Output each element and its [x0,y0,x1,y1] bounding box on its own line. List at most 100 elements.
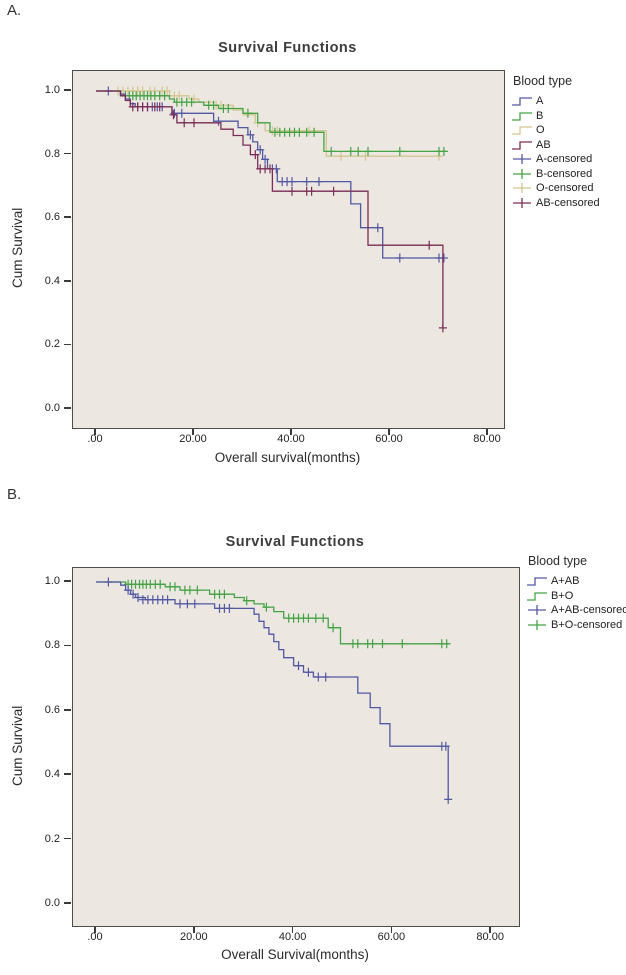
step-line-icon [512,141,532,150]
x-tick-label: 60.00 [375,433,403,445]
censor-cross-icon [528,619,546,630]
legend-item: B [511,109,600,124]
legend-item-label: B-censored [536,167,593,180]
legend-item-label: AB [536,138,551,151]
legend-item: AB-censored [511,196,600,211]
censored-marks-a [104,86,448,263]
legend-item-label: A+AB [551,575,580,588]
censored-marks-b [121,91,448,156]
y-tick-mark [63,89,71,91]
y-tick-label: 0.4 [44,768,60,781]
legend-item: A-censored [511,152,600,167]
censored-marks-a-ab [104,577,453,804]
legend-item-label: O [536,124,545,137]
y-tick-label: 0.2 [44,338,60,351]
legend-item: A+AB-censored [526,603,626,618]
legend-item: B-censored [511,167,600,182]
y-tick-mark [63,407,71,409]
y-tick-label: 0.0 [44,897,60,909]
x-tick-mark [388,428,390,435]
legend-item-label: B+O [551,589,574,602]
legend-a: Blood type A B O AB A-censored B-censored O-ce… [511,74,600,210]
legend-title-b: Blood type [528,554,588,568]
censor-cross-icon [528,605,546,616]
y-tick-mark [63,343,71,346]
survival-curves-svg-a [96,86,448,333]
y-tick-label: 0.0 [44,402,60,414]
survival-curve-a-ab [96,581,449,800]
x-axis-label-a: Overall survival(months) [214,450,361,465]
y-tick-mark [63,280,71,282]
y-tick-mark [63,709,71,711]
plot-area-a [72,70,505,429]
x-tick-label: 60.00 [377,931,406,943]
step-line-icon [527,577,547,586]
legend-item: O-censored [511,181,600,196]
x-tick-label: .00 [87,433,103,445]
x-axis-label-b: Overall Survival(months) [221,947,369,962]
legend-item-label: O-censored [536,182,594,195]
x-tick-mark [94,926,96,933]
y-tick-mark [63,644,71,647]
y-tick-label: 0.8 [44,639,60,652]
step-line-icon [527,592,547,601]
legend-item: AB [511,138,600,153]
x-tick-mark [486,428,488,435]
censor-cross-icon [513,197,531,208]
y-tick-mark [63,580,71,582]
censored-marks-ab [128,102,447,333]
legend-item-label: A+AB-censored [551,604,626,617]
legend-item-label: AB-censored [536,196,600,209]
x-tick-mark [291,926,294,933]
censor-cross-icon [513,183,531,194]
plot-area-b [72,567,520,927]
y-tick-mark [63,152,71,155]
censor-cross-icon [513,154,531,165]
x-tick-label: 20.00 [180,931,208,943]
survival-curve-b [96,90,447,153]
legend-entries-b: A+AB B+O A+AB-censored B+O-censored [526,574,626,632]
legend-item: B+O [526,589,626,604]
y-tick-label: 0.6 [44,703,60,716]
y-tick-mark [63,773,71,775]
survival-curves-svg-b [96,577,453,804]
survival-curve-ab [96,90,444,328]
x-tick-label: 80.00 [476,931,504,943]
legend-item-label: A [536,95,544,108]
survival-curve-a [96,90,444,259]
censored-marks-b-o [124,579,451,649]
survival-curve-o [96,90,442,157]
step-line-icon [512,97,532,106]
x-tick-mark [94,428,96,435]
y-tick-mark [63,837,71,840]
y-axis-label-a: Cum Survival [10,207,25,289]
legend-item: A+AB [526,574,626,589]
x-tick-mark [290,428,292,435]
legend-entries-a: A B O AB A-censored B-censored O-censored AB-ce… [511,94,600,210]
y-tick-label: 0.4 [44,274,60,287]
legend-title-a: Blood type [513,74,573,88]
x-tick-label: 40.00 [278,931,307,943]
y-tick-label: 1.0 [44,84,60,96]
y-tick-label: 0.8 [44,147,60,160]
legend-item: B+O-censored [526,618,626,633]
section-label-a: A. [7,2,22,19]
chart-title-a: Survival Functions [218,40,357,56]
y-tick-mark [63,216,71,218]
x-tick-label: 40.00 [277,433,305,445]
legend-item: A [511,94,600,109]
x-tick-mark [489,926,491,933]
section-label-b: B. [7,486,22,503]
x-tick-label: .00 [87,931,103,943]
y-tick-label: 0.6 [44,211,60,224]
legend-b: Blood type A+AB B+O A+AB-censored B+O-censo… [526,554,626,632]
legend-item-label: A-censored [536,153,593,166]
x-tick-label: 20.00 [179,433,207,445]
y-axis-label-b: Cum Survival [10,705,25,787]
censored-marks-o [114,86,443,161]
x-tick-label: 80.00 [473,433,501,445]
step-line-icon [512,112,532,121]
y-tick-label: 1.0 [44,575,60,587]
legend-item-label: B+O-censored [551,618,623,631]
